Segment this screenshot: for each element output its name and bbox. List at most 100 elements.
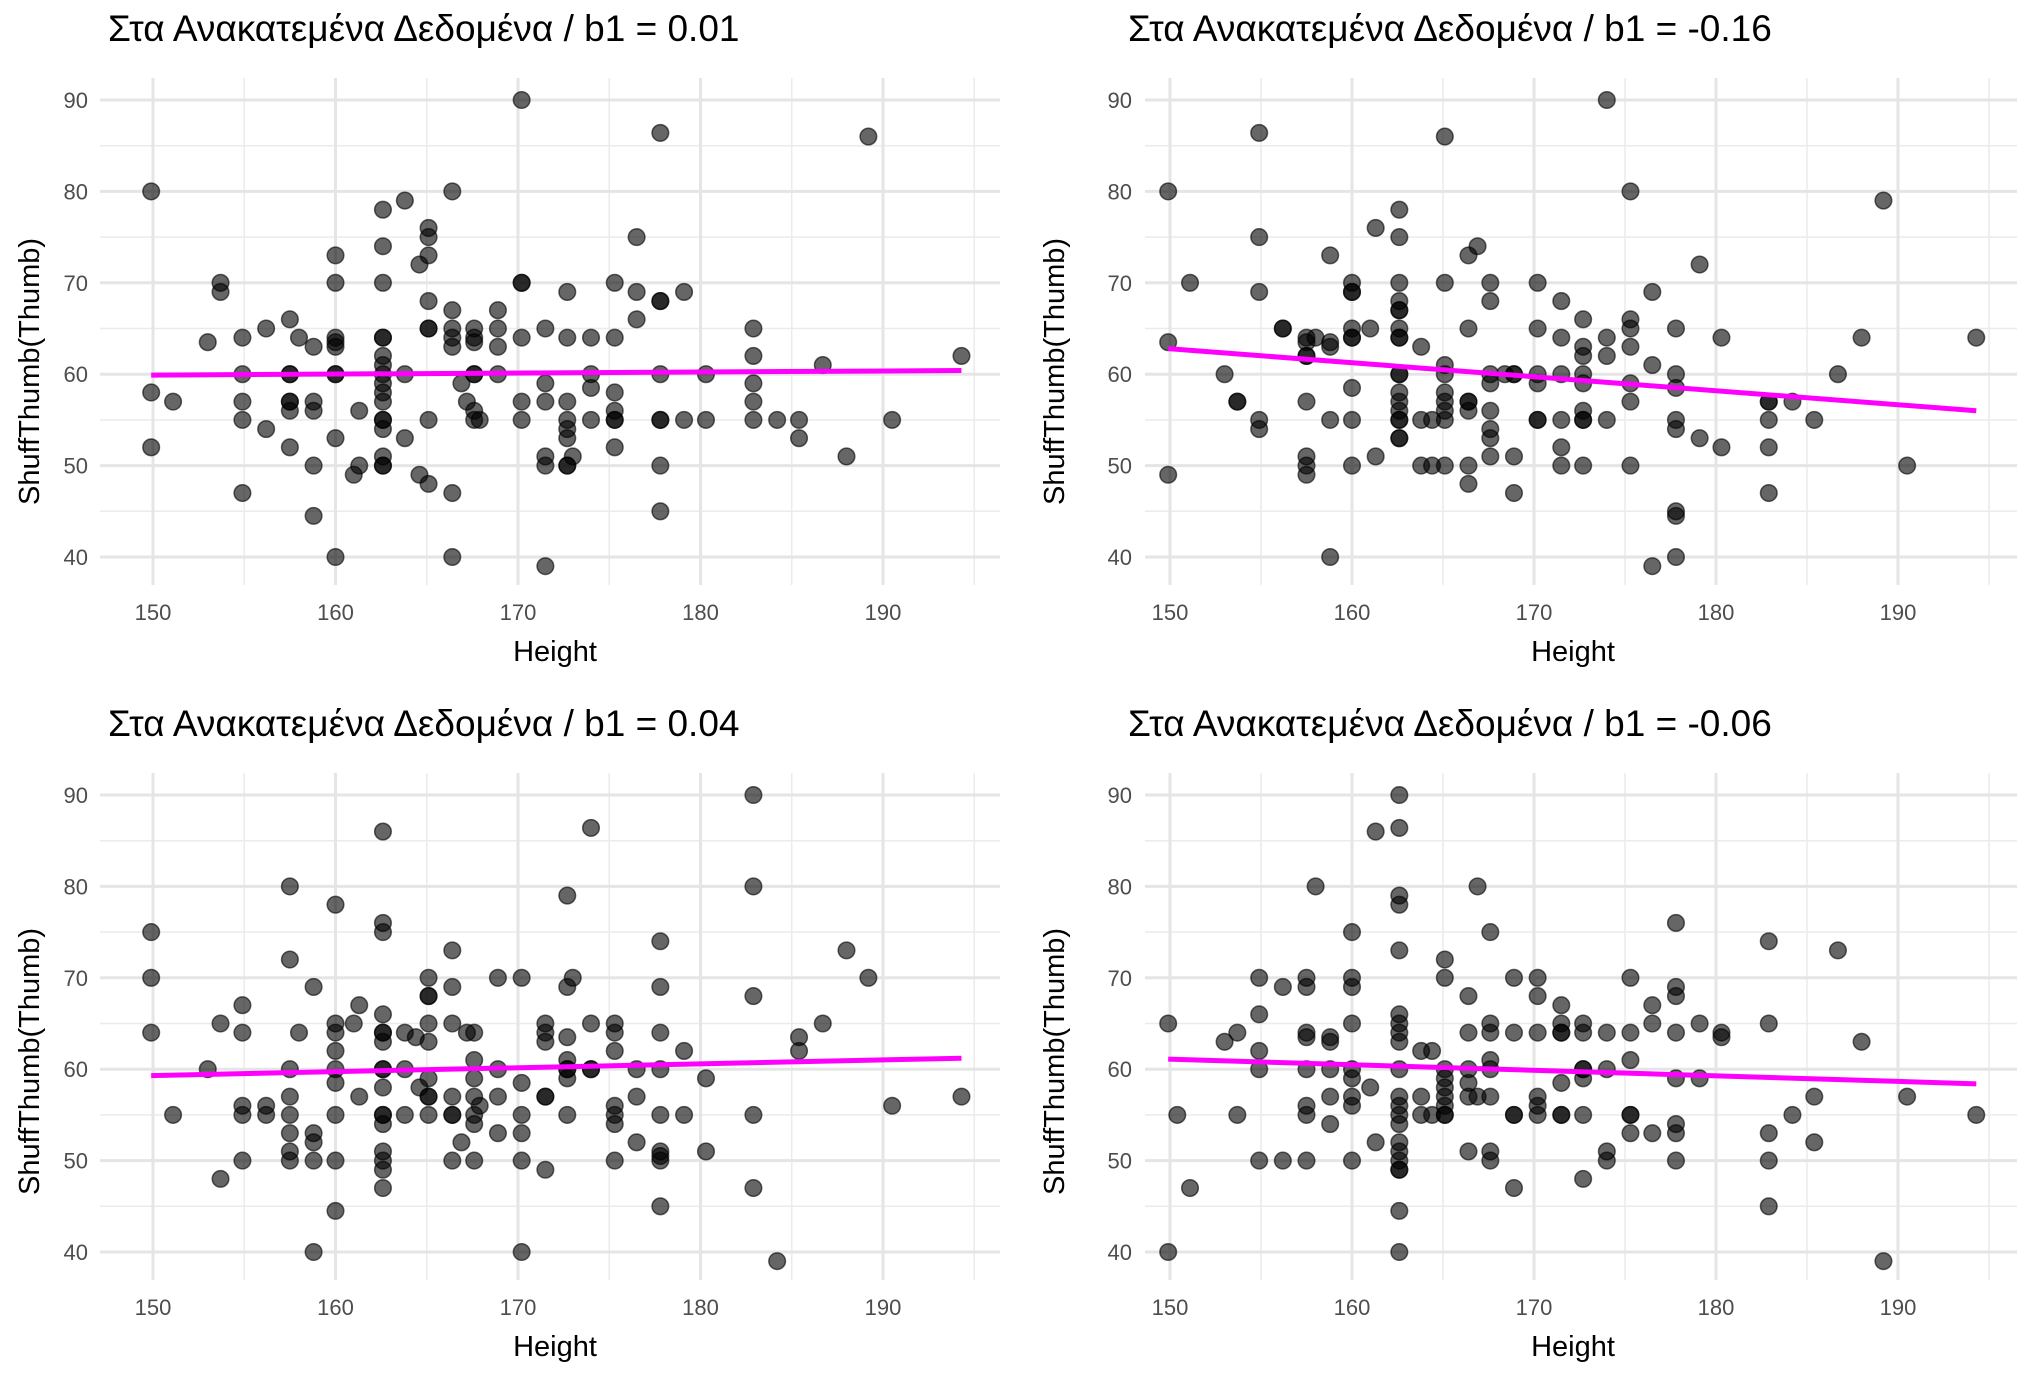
- x-tick-label: 170: [1516, 600, 1553, 625]
- y-tick-label: 80: [1108, 179, 1132, 204]
- data-point: [536, 1160, 555, 1179]
- data-point: [952, 1087, 971, 1106]
- data-point: [1468, 237, 1487, 256]
- data-point: [605, 1114, 624, 1134]
- data-point: [512, 1073, 531, 1092]
- data-point: [1297, 465, 1316, 484]
- data-point: [1390, 1114, 1409, 1134]
- data-point: [1366, 1133, 1385, 1152]
- points: [1159, 90, 1986, 576]
- data-point: [536, 392, 555, 411]
- data-point: [198, 333, 217, 352]
- data-point: [1390, 301, 1409, 320]
- data-point: [1874, 1252, 1893, 1271]
- data-point: [744, 1178, 763, 1198]
- data-point: [326, 429, 345, 448]
- data-point: [1621, 182, 1640, 201]
- data-point: [1574, 1023, 1593, 1042]
- data-point: [1528, 319, 1547, 338]
- data-point: [1621, 1023, 1640, 1042]
- data-point: [142, 1023, 161, 1042]
- data-point: [581, 410, 601, 429]
- y-tick-label: 60: [64, 1057, 88, 1082]
- data-point: [488, 337, 507, 356]
- data-point: [1504, 483, 1524, 503]
- data-point: [350, 996, 369, 1015]
- data-point: [142, 182, 161, 201]
- data-point: [627, 228, 646, 247]
- data-point: [1643, 557, 1662, 576]
- y-tick-label: 80: [64, 179, 88, 204]
- data-point: [1597, 1151, 1616, 1170]
- data-point: [744, 987, 763, 1006]
- data-point: [1643, 996, 1662, 1015]
- data-point: [326, 1041, 345, 1060]
- data-point: [304, 401, 323, 420]
- data-point: [1666, 1023, 1686, 1042]
- data-point: [233, 483, 252, 503]
- data-point: [1898, 456, 1917, 475]
- data-point: [142, 383, 161, 402]
- data-point: [1574, 410, 1593, 429]
- data-point: [744, 346, 763, 365]
- data-point: [373, 392, 393, 411]
- data-point: [1366, 218, 1385, 238]
- data-point: [326, 895, 345, 914]
- chart-title: Στα Ανακατεμένα Δεδομένα / b1 = 0.01: [108, 8, 740, 49]
- data-point: [233, 328, 252, 347]
- data-point: [605, 1023, 624, 1042]
- data-point: [558, 1028, 577, 1047]
- data-point: [326, 273, 345, 292]
- data-point: [1390, 895, 1409, 914]
- data-point: [373, 1160, 393, 1179]
- data-point: [1481, 374, 1500, 393]
- data-point: [419, 1105, 438, 1124]
- data-point: [1297, 977, 1316, 996]
- data-point: [1574, 310, 1593, 329]
- data-point: [1180, 273, 1200, 292]
- data-point: [1250, 123, 1269, 142]
- data-point: [813, 1014, 832, 1033]
- data-point: [443, 1087, 462, 1106]
- data-point: [512, 328, 531, 347]
- chart-title: Στα Ανακατεμένα Δεδομένα / b1 = -0.06: [1128, 703, 1772, 744]
- data-point: [465, 1069, 484, 1088]
- data-point: [304, 456, 323, 475]
- data-point: [1597, 346, 1616, 365]
- data-point: [1528, 1023, 1547, 1042]
- data-point: [1342, 328, 1362, 347]
- data-point: [536, 374, 555, 393]
- data-point: [1666, 1124, 1686, 1143]
- data-point: [1390, 941, 1409, 960]
- data-point: [1297, 1028, 1316, 1047]
- data-point: [257, 1105, 276, 1124]
- data-point: [1967, 1105, 1986, 1124]
- data-point: [326, 1201, 345, 1220]
- data-point: [1759, 1124, 1778, 1143]
- data-point: [1481, 1023, 1500, 1042]
- data-point: [512, 1124, 531, 1143]
- data-point: [1504, 1023, 1524, 1042]
- data-point: [675, 282, 694, 301]
- data-point: [1574, 1169, 1593, 1188]
- data-point: [675, 410, 694, 429]
- data-point: [1759, 1197, 1778, 1216]
- data-point: [605, 438, 624, 457]
- data-point: [563, 447, 582, 466]
- x-axis-label: Height: [513, 636, 597, 668]
- data-point: [1390, 228, 1409, 247]
- data-point: [280, 1151, 299, 1170]
- data-point: [1390, 818, 1409, 837]
- data-point: [1366, 447, 1385, 466]
- data-point: [1690, 429, 1709, 448]
- data-point: [373, 273, 393, 292]
- data-point: [558, 1069, 577, 1088]
- y-tick-label: 90: [1108, 88, 1132, 113]
- regression-line: [151, 368, 962, 378]
- data-point: [419, 228, 438, 247]
- data-point: [1250, 968, 1269, 987]
- data-point: [651, 502, 670, 521]
- data-point: [1481, 273, 1500, 292]
- data-point: [1321, 1114, 1340, 1134]
- data-point: [1528, 1105, 1547, 1124]
